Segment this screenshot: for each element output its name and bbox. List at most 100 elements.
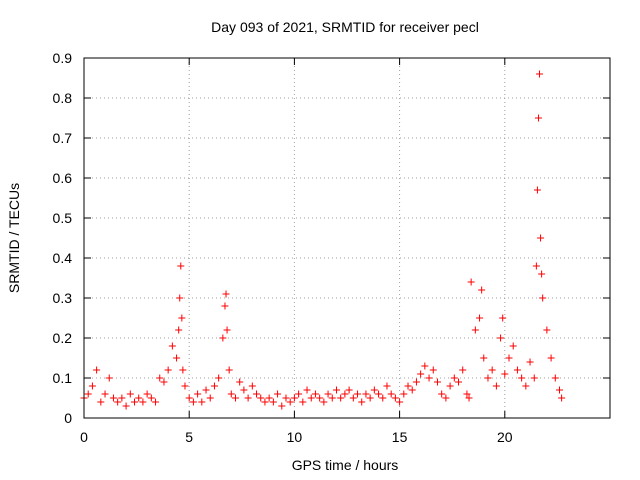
data-point: [425, 374, 433, 382]
y-tick-label: 0.3: [53, 290, 73, 306]
data-point: [370, 386, 378, 394]
data-point: [105, 374, 113, 382]
data-point: [497, 334, 505, 342]
x-axis-label: GPS time / hours: [292, 457, 399, 473]
data-point: [152, 398, 160, 406]
data-point: [219, 334, 227, 342]
data-point: [143, 390, 151, 398]
data-point: [362, 390, 370, 398]
data-point: [534, 114, 542, 122]
data-point: [341, 390, 349, 398]
data-point: [478, 286, 486, 294]
data-point: [160, 378, 168, 386]
data-point: [358, 398, 366, 406]
data-point: [471, 326, 479, 334]
data-point: [147, 394, 155, 402]
data-point: [484, 374, 492, 382]
data-point: [337, 394, 345, 402]
y-tick-label: 0.1: [53, 370, 73, 386]
data-point: [400, 390, 408, 398]
data-point: [168, 342, 176, 350]
data-point: [248, 382, 256, 390]
data-point: [488, 366, 496, 374]
data-point: [194, 390, 202, 398]
data-point: [408, 386, 416, 394]
data-point: [324, 390, 332, 398]
data-point: [459, 366, 467, 374]
data-point: [499, 314, 507, 322]
data-point: [513, 366, 521, 374]
data-point: [244, 394, 252, 402]
data-point: [93, 366, 101, 374]
data-point: [299, 398, 307, 406]
data-point: [530, 374, 538, 382]
data-point: [185, 394, 193, 402]
data-point: [558, 394, 566, 402]
data-point: [278, 402, 286, 410]
data-point: [375, 390, 383, 398]
x-tick-label: 0: [80, 429, 88, 445]
x-tick-label: 20: [497, 429, 513, 445]
data-point: [282, 394, 290, 402]
x-tick-label: 5: [185, 429, 193, 445]
data-point: [412, 378, 420, 386]
data-point: [84, 390, 92, 398]
data-point: [518, 374, 526, 382]
data-point: [198, 398, 206, 406]
data-point: [274, 390, 282, 398]
data-point: [463, 390, 471, 398]
data-point: [446, 382, 454, 390]
data-point: [465, 394, 473, 402]
data-point: [417, 370, 425, 378]
data-point: [349, 394, 357, 402]
data-point: [509, 342, 517, 350]
data-point: [547, 354, 555, 362]
data-point: [442, 394, 450, 402]
data-point: [177, 262, 185, 270]
data-point: [536, 70, 544, 78]
x-tick-label: 15: [392, 429, 408, 445]
data-point: [539, 294, 547, 302]
data-point: [179, 366, 187, 374]
data-point: [522, 382, 530, 390]
data-point: [126, 390, 134, 398]
data-point: [202, 386, 210, 394]
data-point: [265, 394, 273, 402]
data-point: [139, 398, 147, 406]
data-point: [455, 378, 463, 386]
data-point: [122, 402, 130, 410]
y-tick-label: 0.4: [53, 250, 73, 266]
grid: [84, 58, 610, 418]
data-point: [551, 374, 559, 382]
data-point: [253, 390, 261, 398]
data-point: [492, 382, 500, 390]
data-point: [379, 394, 387, 402]
data-point: [391, 394, 399, 402]
data-point: [476, 314, 484, 322]
data-point: [290, 394, 298, 402]
data-point: [257, 394, 265, 402]
data-point: [538, 270, 546, 278]
data-point: [210, 382, 218, 390]
data-point: [366, 394, 374, 402]
data-point: [526, 358, 534, 366]
data-point: [175, 326, 183, 334]
data-point: [505, 354, 513, 362]
data-point: [383, 382, 391, 390]
data-point: [480, 354, 488, 362]
data-point: [438, 390, 446, 398]
data-point: [501, 370, 509, 378]
data-points: [80, 70, 566, 410]
y-tick-label: 0.2: [53, 330, 73, 346]
data-point: [225, 366, 233, 374]
data-point: [189, 398, 197, 406]
y-tick-label: 0.5: [53, 210, 73, 226]
data-point: [164, 366, 172, 374]
data-point: [450, 374, 458, 382]
data-point: [221, 302, 229, 310]
data-point: [97, 398, 105, 406]
data-point: [223, 326, 231, 334]
data-point: [101, 390, 109, 398]
